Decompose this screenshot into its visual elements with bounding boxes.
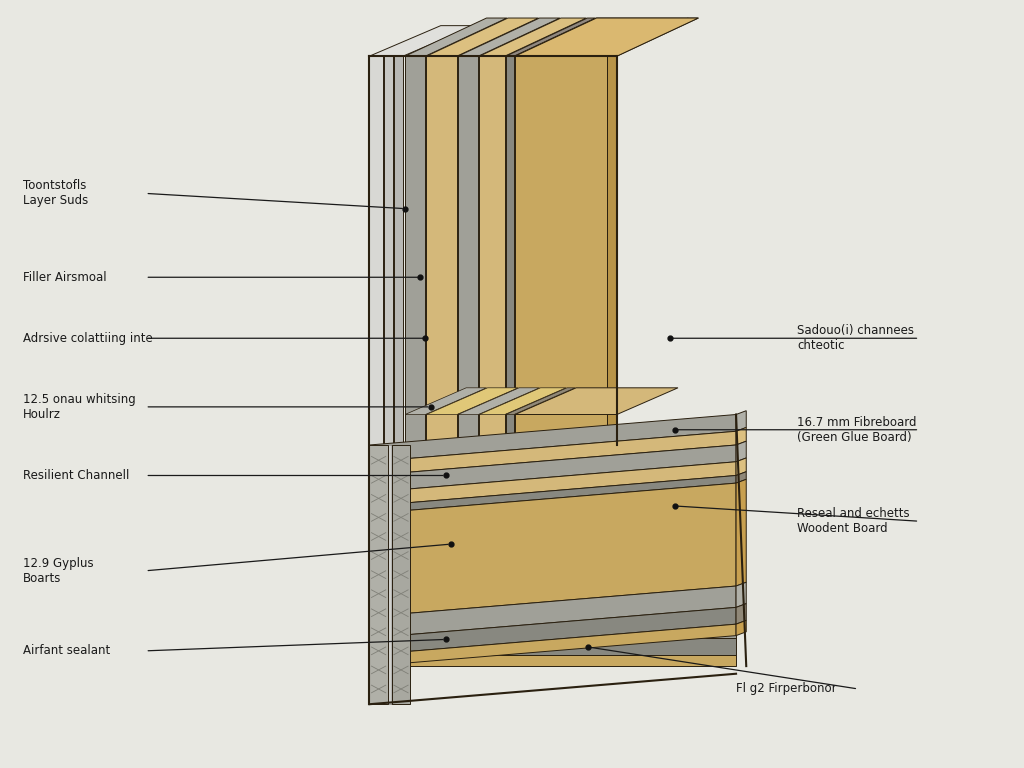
Polygon shape xyxy=(370,514,736,617)
Polygon shape xyxy=(370,624,736,666)
Text: 16.7 mm Fibreboard
(Green Glue Board): 16.7 mm Fibreboard (Green Glue Board) xyxy=(797,415,916,444)
Polygon shape xyxy=(370,445,736,492)
Polygon shape xyxy=(406,18,507,56)
Polygon shape xyxy=(370,475,736,514)
Text: Resilient Channell: Resilient Channell xyxy=(24,469,129,482)
Text: Sadouo(i) channees
chteotic: Sadouo(i) channees chteotic xyxy=(797,324,914,353)
Polygon shape xyxy=(370,462,736,506)
Polygon shape xyxy=(515,18,688,56)
Text: Fl g2 Firperbonor: Fl g2 Firperbonor xyxy=(736,683,837,696)
Polygon shape xyxy=(370,56,383,445)
Polygon shape xyxy=(736,604,746,624)
Polygon shape xyxy=(479,388,566,415)
Polygon shape xyxy=(736,472,746,483)
Polygon shape xyxy=(479,18,587,56)
Polygon shape xyxy=(515,18,698,56)
Polygon shape xyxy=(479,56,505,445)
Polygon shape xyxy=(370,25,474,56)
Polygon shape xyxy=(506,18,596,56)
Polygon shape xyxy=(406,56,425,445)
Polygon shape xyxy=(736,411,746,432)
Polygon shape xyxy=(370,445,378,704)
Polygon shape xyxy=(370,445,388,704)
Polygon shape xyxy=(370,445,736,462)
Polygon shape xyxy=(458,18,560,56)
Polygon shape xyxy=(388,445,392,704)
Polygon shape xyxy=(426,388,518,415)
Text: 12.5 onau whitsing
Houlrz: 12.5 onau whitsing Houlrz xyxy=(24,393,136,421)
Polygon shape xyxy=(370,492,736,506)
Polygon shape xyxy=(736,621,746,636)
Text: Reseal and echetts
Woodent Board: Reseal and echetts Woodent Board xyxy=(797,507,909,535)
Text: Airfant sealant: Airfant sealant xyxy=(24,644,111,657)
Polygon shape xyxy=(606,18,698,56)
Text: Filler Airsmoal: Filler Airsmoal xyxy=(24,271,106,283)
Polygon shape xyxy=(392,445,411,704)
Polygon shape xyxy=(370,506,736,514)
Polygon shape xyxy=(515,56,606,445)
Text: Adrsive colattiing inte: Adrsive colattiing inte xyxy=(24,332,153,345)
Polygon shape xyxy=(393,445,401,704)
Polygon shape xyxy=(426,18,539,56)
Polygon shape xyxy=(426,56,457,445)
Polygon shape xyxy=(370,483,736,617)
Polygon shape xyxy=(506,388,575,415)
Text: 12.9 Gyplus
Boarts: 12.9 Gyplus Boarts xyxy=(24,557,94,584)
Polygon shape xyxy=(458,388,540,415)
Polygon shape xyxy=(506,56,514,445)
Polygon shape xyxy=(370,607,736,654)
Text: Toontstofls
Layer Suds: Toontstofls Layer Suds xyxy=(24,180,88,207)
Polygon shape xyxy=(515,388,678,415)
Polygon shape xyxy=(606,56,616,445)
Polygon shape xyxy=(370,475,736,492)
Polygon shape xyxy=(406,388,486,415)
Polygon shape xyxy=(394,56,403,445)
Polygon shape xyxy=(370,654,736,666)
Polygon shape xyxy=(370,432,736,475)
Polygon shape xyxy=(736,479,746,586)
Polygon shape xyxy=(736,428,746,445)
Polygon shape xyxy=(736,582,746,607)
Polygon shape xyxy=(370,586,736,638)
Polygon shape xyxy=(736,458,746,475)
Polygon shape xyxy=(384,56,393,445)
Polygon shape xyxy=(383,445,391,704)
Polygon shape xyxy=(370,462,736,475)
Polygon shape xyxy=(736,441,746,462)
Polygon shape xyxy=(458,56,478,445)
Polygon shape xyxy=(370,638,736,654)
Polygon shape xyxy=(370,617,736,638)
Polygon shape xyxy=(370,415,736,462)
